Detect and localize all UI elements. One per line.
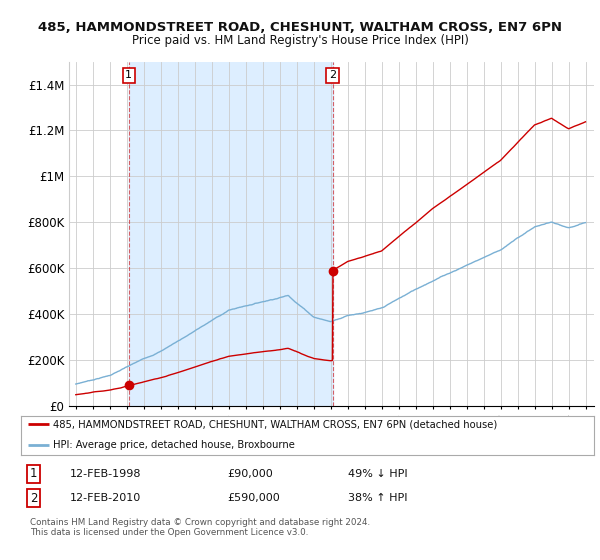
Text: Price paid vs. HM Land Registry's House Price Index (HPI): Price paid vs. HM Land Registry's House … — [131, 34, 469, 46]
Text: Contains HM Land Registry data © Crown copyright and database right 2024.
This d: Contains HM Land Registry data © Crown c… — [29, 518, 370, 537]
Text: 49% ↓ HPI: 49% ↓ HPI — [347, 469, 407, 479]
Text: 2: 2 — [30, 492, 37, 505]
Text: 12-FEB-1998: 12-FEB-1998 — [70, 469, 141, 479]
Text: £590,000: £590,000 — [227, 493, 280, 503]
Text: HPI: Average price, detached house, Broxbourne: HPI: Average price, detached house, Brox… — [53, 440, 295, 450]
Text: 1: 1 — [125, 71, 133, 81]
Text: 485, HAMMONDSTREET ROAD, CHESHUNT, WALTHAM CROSS, EN7 6PN: 485, HAMMONDSTREET ROAD, CHESHUNT, WALTH… — [38, 21, 562, 34]
Text: £90,000: £90,000 — [227, 469, 273, 479]
Text: 1: 1 — [30, 467, 37, 480]
Text: 485, HAMMONDSTREET ROAD, CHESHUNT, WALTHAM CROSS, EN7 6PN (detached house): 485, HAMMONDSTREET ROAD, CHESHUNT, WALTH… — [53, 419, 497, 429]
Text: 2: 2 — [329, 71, 336, 81]
Text: 12-FEB-2010: 12-FEB-2010 — [70, 493, 141, 503]
Text: 38% ↑ HPI: 38% ↑ HPI — [347, 493, 407, 503]
Bar — [129, 62, 332, 406]
